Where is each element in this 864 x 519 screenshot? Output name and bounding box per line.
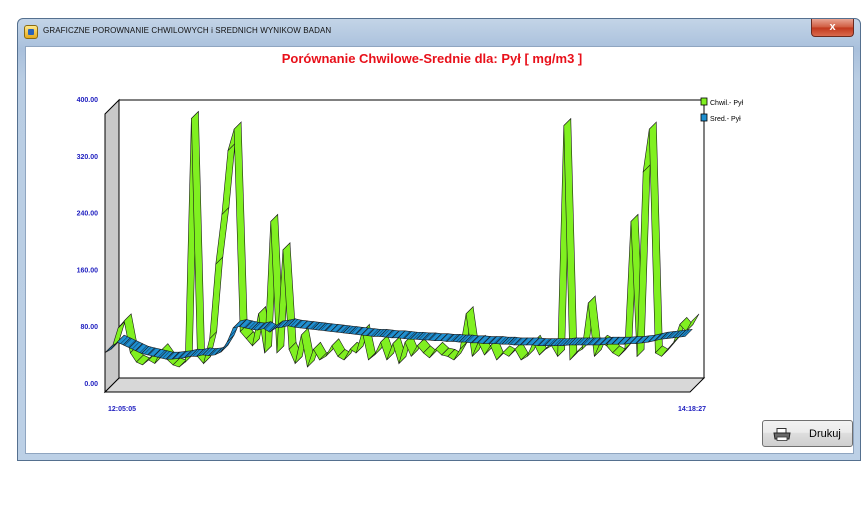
y-tick-label: 80.00 bbox=[80, 324, 98, 331]
ribbon-segment bbox=[678, 329, 693, 338]
title-bar[interactable]: GRAFICZNE POROWNANIE CHWILOWYCH i SREDNI… bbox=[18, 19, 860, 46]
y-tick-label: 240.00 bbox=[77, 211, 99, 218]
x-tick-label: 14:18:27 bbox=[678, 406, 706, 413]
printer-icon bbox=[773, 428, 791, 441]
series-1 bbox=[104, 318, 693, 360]
chart-title: Porównanie Chwilowe-Srednie dla: Pył [ m… bbox=[281, 51, 583, 66]
y-tick-label: 400.00 bbox=[77, 97, 99, 104]
chart-floor bbox=[103, 377, 706, 393]
legend: Chwil.- Pył Sred.- Pył bbox=[700, 97, 744, 123]
window-title: GRAFICZNE POROWNANIE CHWILOWYCH i SREDNI… bbox=[43, 26, 332, 35]
legend-label-chwil: Chwil.- Pył bbox=[710, 100, 744, 107]
y-tick-label: 160.00 bbox=[77, 267, 99, 274]
y-axis: 0.00 80.00 160.00 240.00 320.00 400.00 bbox=[77, 97, 99, 388]
ribbon-segment bbox=[685, 313, 700, 332]
legend-swatch-chwil bbox=[700, 97, 708, 106]
print-button-label: Drukuj bbox=[809, 428, 841, 440]
series-ribbons bbox=[104, 110, 700, 368]
app-icon bbox=[24, 25, 38, 39]
x-tick-label: 12:05:05 bbox=[108, 406, 136, 413]
legend-label-sred: Sred.- Pył bbox=[710, 116, 741, 123]
chart-side-wall bbox=[104, 98, 120, 394]
y-tick-label: 0.00 bbox=[84, 381, 98, 388]
x-axis: 12:05:05 14:18:27 bbox=[108, 406, 706, 413]
legend-swatch-sred bbox=[700, 113, 708, 122]
print-button[interactable]: Drukuj bbox=[762, 420, 853, 447]
close-button[interactable]: x bbox=[811, 19, 854, 37]
y-tick-label: 320.00 bbox=[77, 154, 99, 161]
